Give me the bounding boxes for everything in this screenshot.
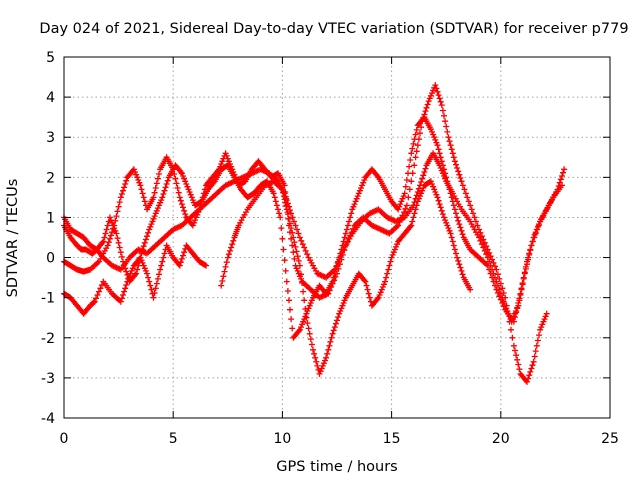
x-tick-label: 0 <box>60 431 69 447</box>
y-tick-label: 3 <box>46 130 55 146</box>
y-axis-label: SDTVAR / TECUs <box>5 179 21 298</box>
y-tick-label: -3 <box>41 371 55 387</box>
x-tick-label: 20 <box>492 431 510 447</box>
axes: -4 -3 -2 -1 0 1 2 3 4 5 0 5 10 15 20 25 <box>41 50 619 447</box>
y-tick-label: -2 <box>41 331 55 347</box>
y-tick-label: 4 <box>46 90 55 106</box>
series-track-3 <box>61 114 565 341</box>
plot-frame <box>63 56 611 419</box>
point-markers <box>61 114 565 341</box>
y-tick-label: 2 <box>46 170 55 186</box>
series-track-5 <box>218 178 474 377</box>
x-axis-label: GPS time / hours <box>276 459 397 475</box>
data-points <box>61 82 568 385</box>
y-tick-label: -1 <box>41 291 55 307</box>
x-tick-label: 5 <box>169 431 178 447</box>
y-tick-label: 1 <box>46 210 55 226</box>
grid-lines <box>64 57 610 418</box>
x-tick-label: 25 <box>601 431 619 447</box>
y-tick-label: -4 <box>41 411 55 427</box>
y-tick-label: 5 <box>46 50 55 66</box>
x-tick-label: 10 <box>273 431 291 447</box>
chart-title: Day 024 of 2021, Sidereal Day-to-day VTE… <box>39 21 628 37</box>
point-markers <box>218 178 474 377</box>
y-tick-label: 0 <box>46 251 55 267</box>
x-tick-label: 15 <box>383 431 401 447</box>
